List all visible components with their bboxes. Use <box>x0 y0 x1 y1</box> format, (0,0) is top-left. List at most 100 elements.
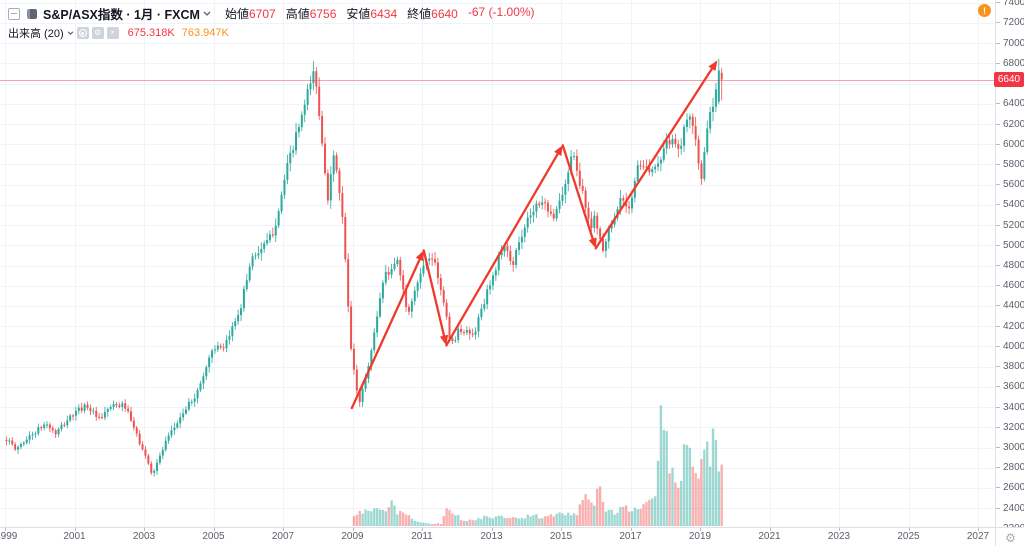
time-axis-tick <box>5 528 6 531</box>
price-axis-tick <box>996 467 1000 469</box>
price-tick-label: 4200 <box>1003 320 1024 332</box>
price-tick-label: 7400 <box>1003 0 1024 9</box>
price-axis-tick <box>996 406 1000 408</box>
time-tick-label: 2015 <box>549 531 573 542</box>
price-tick-label: 3800 <box>1003 361 1024 373</box>
low-value: 6434 <box>370 7 398 21</box>
price-axis-tick <box>996 265 1000 267</box>
gear-icon[interactable]: ⚙ <box>1005 530 1016 545</box>
time-tick-label: 2001 <box>63 531 86 542</box>
high-value: 6756 <box>309 7 337 21</box>
time-tick-label: 999 <box>0 531 18 542</box>
collapse-legend-button[interactable] <box>8 7 20 20</box>
price-axis[interactable]: 6640 74007200700068006600640062006000580… <box>994 0 1024 534</box>
price-tick-label: 7000 <box>1003 37 1024 49</box>
price-axis-tick <box>996 386 1000 388</box>
price-axis-tick <box>996 366 1000 368</box>
time-axis-tick <box>700 528 701 531</box>
time-tick-label: 2011 <box>411 531 433 542</box>
time-tick-label: 2017 <box>619 531 642 542</box>
price-axis-tick <box>996 325 1000 327</box>
price-axis-tick <box>996 224 1000 226</box>
time-axis-tick <box>213 528 215 531</box>
price-tick-label: 2800 <box>1003 462 1024 474</box>
indicator-title[interactable]: 出来高 (20) <box>8 28 64 40</box>
high-label: 高値 <box>285 7 310 21</box>
chevron-down-icon[interactable] <box>203 11 211 16</box>
price-tick-label: 4800 <box>1003 260 1024 272</box>
price-axis-tick <box>996 163 1000 165</box>
price-axis-tick <box>996 62 1000 64</box>
time-tick-label: 2013 <box>480 531 503 542</box>
price-tick-label: 6400 <box>1003 98 1024 110</box>
price-tick-label: 5400 <box>1003 199 1024 211</box>
indicator-settings-button[interactable]: ⚙ <box>91 27 104 39</box>
price-axis-tick <box>996 22 1000 24</box>
time-axis-tick <box>978 528 979 531</box>
change-value: -67 (-1.00%) <box>467 5 535 19</box>
time-axis-tick <box>144 528 145 531</box>
time-tick-label: 2025 <box>897 531 920 542</box>
time-tick-label: 2027 <box>966 531 990 542</box>
price-axis-tick <box>996 42 1000 44</box>
chart-legend: S&P/ASX指数 · 1月 · FXCM 始値6707 高値6756 安値64… <box>8 5 535 40</box>
price-axis-tick <box>996 103 1000 105</box>
price-tick-label: 5200 <box>1003 219 1024 231</box>
low-label: 安値 <box>346 7 371 21</box>
alert-badge[interactable]: ! <box>978 4 991 17</box>
instrument-icon <box>27 8 37 19</box>
time-tick-label: 2023 <box>827 531 851 542</box>
price-axis-tick <box>996 487 1000 489</box>
ohlc-values: 始値6707 高値6756 安値6434 終値6640 -67 (-1.00%) <box>225 5 535 22</box>
price-tick-label: 3400 <box>1003 401 1024 413</box>
price-tick-label: 6800 <box>1003 57 1024 69</box>
axis-settings-corner: ⚙ <box>995 527 1024 546</box>
price-axis-tick <box>996 507 1000 509</box>
price-axis-tick <box>996 426 1000 428</box>
current-price-badge: 6640 <box>994 72 1024 88</box>
legend-row-indicator: 出来高 (20) ⚙ × 675.318K 763.947K <box>8 26 535 40</box>
symbol-title[interactable]: S&P/ASX指数 · 1月 · FXCM <box>43 8 200 22</box>
close-label: 終値 <box>407 7 432 21</box>
volume-value: 675.318K <box>127 27 175 39</box>
legend-row-symbol: S&P/ASX指数 · 1月 · FXCM 始値6707 高値6756 安値64… <box>8 5 535 22</box>
chevron-down-icon[interactable] <box>67 31 74 35</box>
price-axis-tick <box>996 285 1000 287</box>
remove-indicator-button[interactable]: × <box>106 27 119 39</box>
close-value: 6640 <box>431 7 458 21</box>
price-axis-tick <box>996 2 1000 4</box>
price-tick-label: 3000 <box>1003 442 1024 454</box>
time-axis-tick <box>352 528 354 531</box>
time-axis-tick <box>769 528 771 531</box>
price-tick-label: 5800 <box>1003 158 1024 170</box>
price-tick-label: 3600 <box>1003 381 1024 393</box>
price-tick-label: 6200 <box>1003 118 1024 130</box>
time-axis-tick <box>422 528 423 531</box>
time-tick-label: 2003 <box>132 531 156 542</box>
price-tick-label: 3200 <box>1003 421 1024 433</box>
price-tick-label: 2400 <box>1003 502 1024 514</box>
price-axis-tick <box>996 143 1000 145</box>
time-axis[interactable]: 999 2001 2003 2005 2007 2009 2011 2013 2015 2017 2… <box>0 527 995 546</box>
hide-indicator-button[interactable] <box>76 27 89 39</box>
price-tick-label: 7200 <box>1003 17 1024 29</box>
price-axis-tick <box>996 204 1000 206</box>
time-axis-tick <box>74 528 76 531</box>
time-axis-tick <box>630 528 632 531</box>
price-axis-tick <box>996 123 1000 125</box>
time-tick-label: 2005 <box>202 531 225 542</box>
time-axis-tick <box>561 528 562 531</box>
gear-icon: ⚙ <box>94 28 102 37</box>
price-tick-label: 5000 <box>1003 239 1024 251</box>
price-tick-label: 2600 <box>1003 482 1024 494</box>
price-tick-label: 4600 <box>1003 280 1024 292</box>
eye-icon <box>78 29 87 37</box>
price-axis-tick <box>996 244 1000 246</box>
price-tick-label: 6000 <box>1003 138 1024 150</box>
price-tick-label: 4400 <box>1003 300 1024 312</box>
price-tick-label: 5600 <box>1003 179 1024 191</box>
close-icon: × <box>110 28 115 37</box>
time-axis-tick <box>839 528 840 531</box>
